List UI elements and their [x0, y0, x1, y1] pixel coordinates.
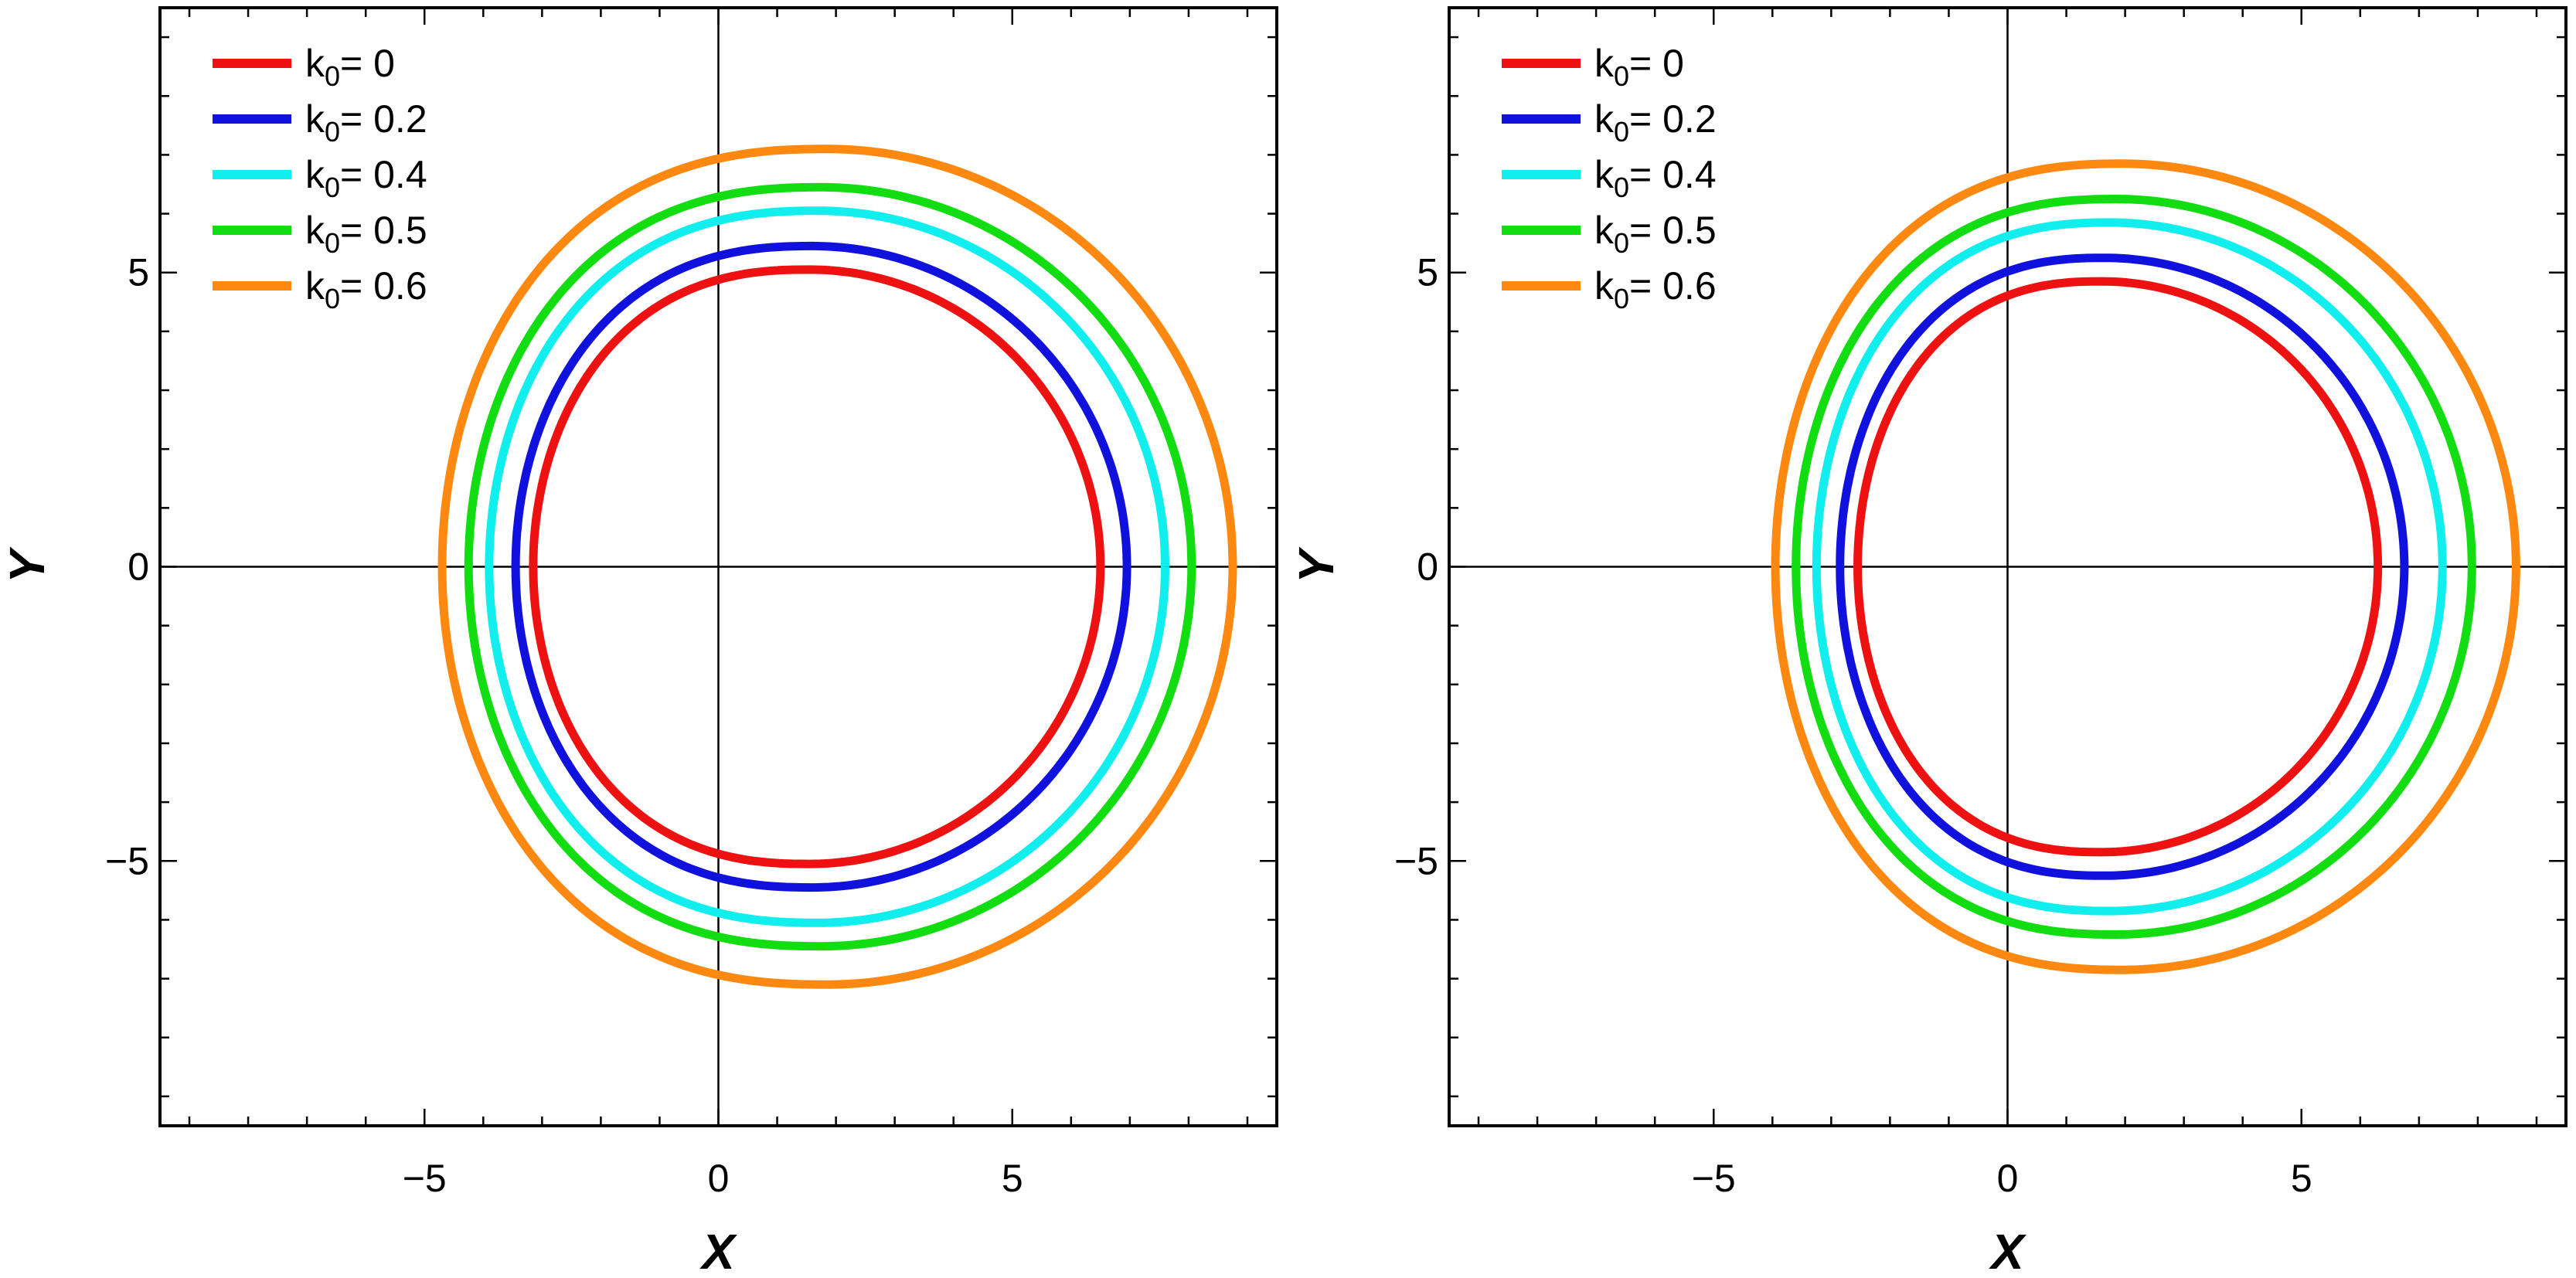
legend: k0= 0k0= 0.2k0= 0.4 k0= 0.5k0= 0.6 [213, 42, 427, 314]
legend-label: k0= 0.2 [305, 97, 427, 148]
x-tick-label: 0 [1997, 1157, 2019, 1200]
y-tick-label: 0 [1417, 546, 1438, 589]
curve-2 [1812, 218, 2447, 916]
legend: k0= 0k0= 0.2k0= 0.4 k0= 0.5k0= 0.6 [1502, 42, 1717, 314]
legend-label: k0= 0.5 [1594, 209, 1717, 259]
ticks [1449, 8, 2566, 1126]
curve-3 [1792, 195, 2476, 939]
x-axis-title: X [699, 1224, 737, 1278]
y-tick-label: 5 [1417, 251, 1438, 294]
curve-1 [511, 241, 1131, 892]
x-tick-label: −5 [1692, 1157, 1736, 1200]
y-axis-title: Y [1288, 546, 1344, 583]
y-tick-label: −5 [105, 839, 149, 882]
x-axis-title: X [1989, 1224, 2026, 1278]
y-tick-label: 5 [128, 251, 149, 294]
curve-0 [529, 265, 1105, 868]
legend-label: k0= 0.2 [1594, 97, 1717, 148]
curves [1771, 159, 2520, 974]
x-tick-label: −5 [403, 1157, 447, 1200]
panel-right: −5 0 5 −5 0 5 X Yk0= 0k0= 0.2k0= 0.4 k0= 0.5k0= … [1288, 6, 2567, 1278]
x-tick-label: 5 [1002, 1157, 1023, 1200]
curve-4 [437, 144, 1237, 989]
x-tick-label: 0 [708, 1157, 730, 1200]
x-tick-label: 5 [2291, 1157, 2312, 1200]
legend-label: k0= 0.5 [305, 209, 427, 259]
curve-3 [464, 182, 1196, 951]
ticks [160, 8, 1277, 1126]
legend-label: k0= 0 [1594, 42, 1684, 92]
y-tick-label: −5 [1394, 839, 1438, 882]
legend-label: k0= 0.4 [305, 153, 427, 203]
curve-1 [1836, 253, 2409, 880]
y-tick-label: 0 [128, 546, 149, 589]
curve-0 [1853, 277, 2383, 857]
y-axis-title: Y [0, 546, 55, 583]
panel-left: −5 0 5 −5 0 5 X Yk0= 0k0= 0.2k0= 0.4 k0= 0.5k0= … [0, 6, 1278, 1278]
legend-label: k0= 0.6 [305, 264, 427, 314]
legend-label: k0= 0 [305, 42, 395, 92]
curve-2 [485, 206, 1169, 927]
legend-label: k0= 0.4 [1594, 153, 1717, 203]
legend-label: k0= 0.6 [1594, 264, 1717, 314]
curves [437, 144, 1237, 989]
curve-4 [1771, 159, 2520, 974]
